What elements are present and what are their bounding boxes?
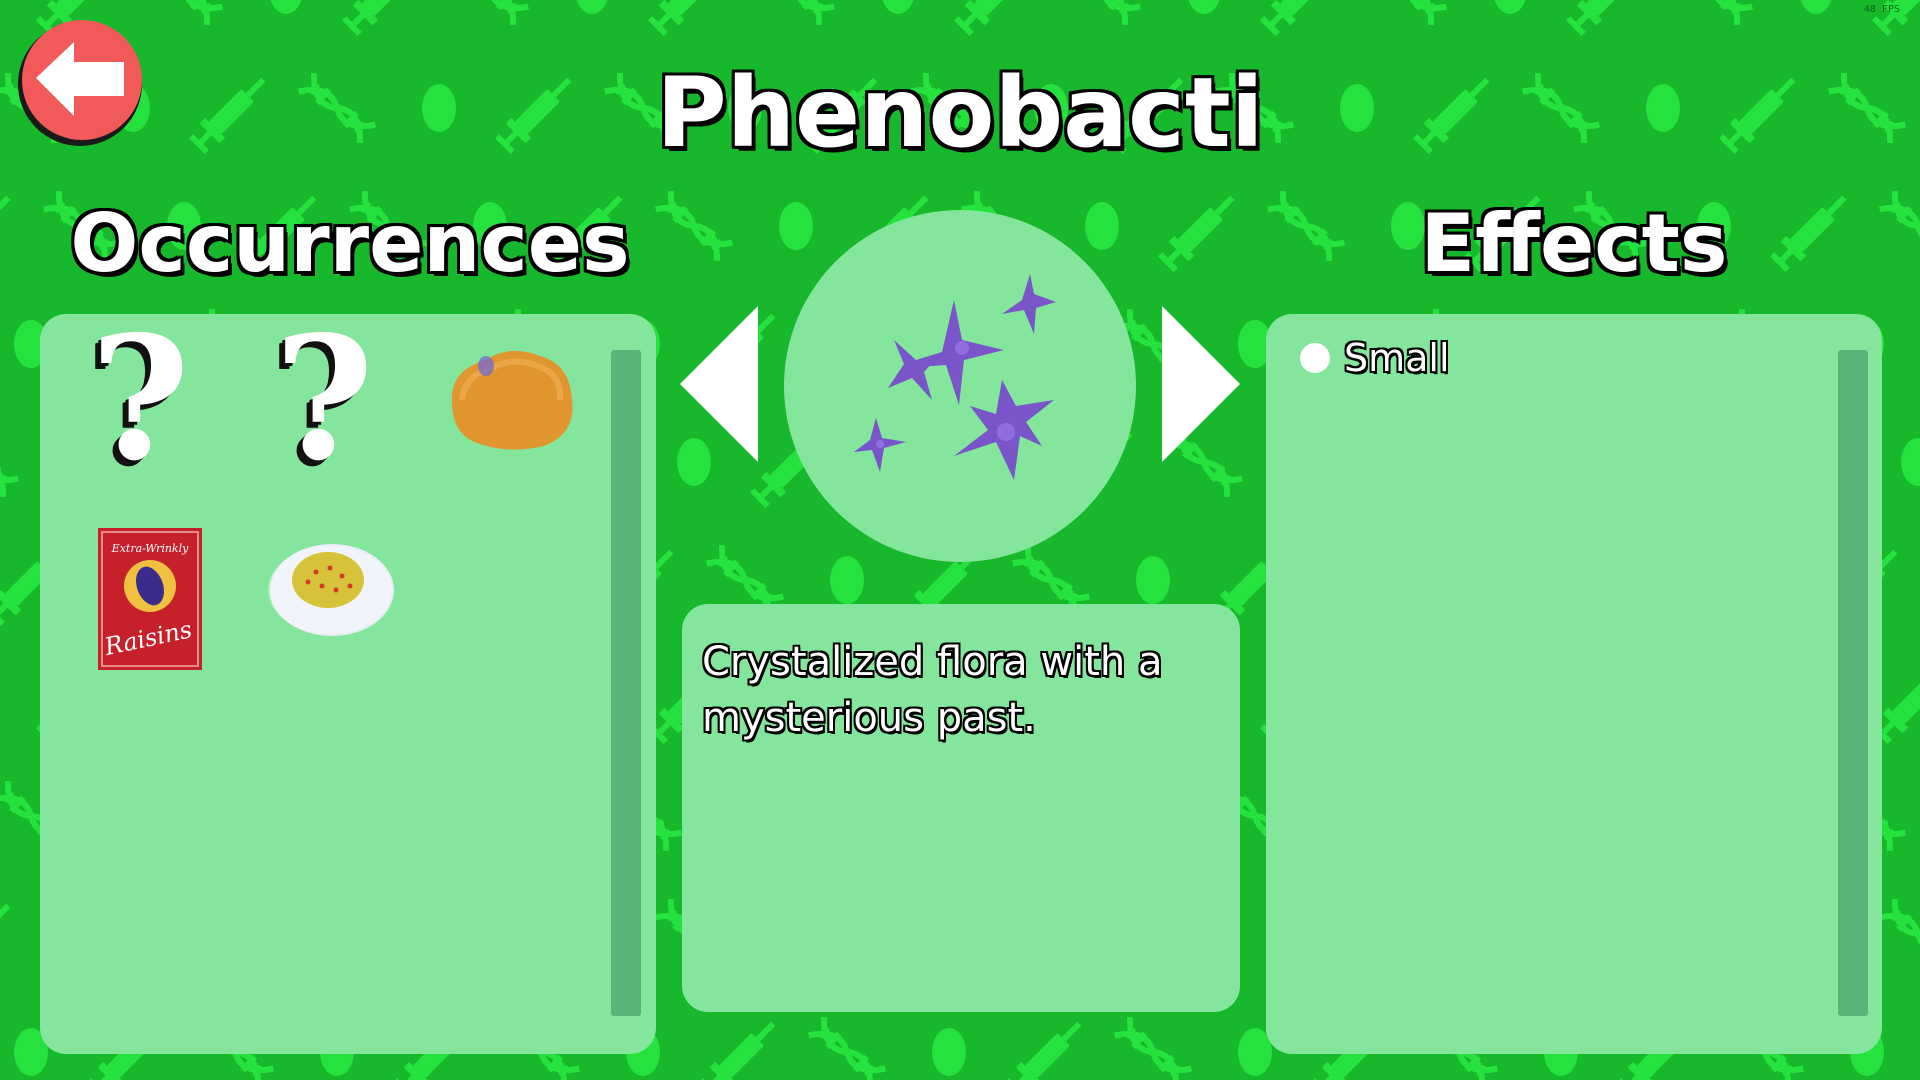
egg-pattern-icon [1901, 438, 1920, 486]
egg-pattern-icon [1493, 0, 1527, 14]
syringe-pattern-icon [1155, 187, 1243, 275]
right-triangle-icon [1162, 306, 1240, 462]
unknown-occurrence[interactable]: ? [90, 299, 190, 499]
syringe-pattern-icon [951, 0, 1039, 39]
fps-counter: 48 FPS [1863, 4, 1900, 15]
dna-pattern-icon [656, 191, 733, 261]
chicken-nugget-icon[interactable] [440, 330, 580, 480]
unknown-occurrence[interactable]: ? [274, 299, 374, 499]
egg-pattern-icon [1136, 556, 1170, 604]
germ-portrait [784, 210, 1136, 562]
syringe-pattern-icon [696, 1013, 784, 1080]
dna-pattern-icon [0, 427, 18, 497]
egg-pattern-icon [1799, 0, 1833, 14]
egg-pattern-icon [269, 0, 303, 14]
syringe-pattern-icon [0, 187, 19, 275]
dna-pattern-icon [1676, 0, 1753, 25]
occurrences-panel: ? ? Extra-Wrinkly Raisins [40, 314, 656, 1054]
description-panel: Crystalized flora with a mysterious past… [682, 604, 1240, 1012]
germ-description: Crystalized flora with a mysterious past… [702, 639, 1163, 741]
egg-pattern-icon [932, 1028, 966, 1076]
dna-pattern-icon [146, 0, 223, 25]
egg-pattern-icon [830, 556, 864, 604]
dna-pattern-icon [1115, 1017, 1192, 1080]
effects-panel: Small [1266, 314, 1882, 1054]
effects-heading: Effects [1420, 197, 1728, 290]
dna-pattern-icon [1880, 191, 1920, 261]
syringe-pattern-icon [1257, 0, 1345, 39]
raisins-brand-top: Extra-Wrinkly [111, 542, 189, 555]
dna-pattern-icon [809, 1017, 886, 1080]
egg-pattern-icon [575, 0, 609, 14]
back-arrow-icon [36, 42, 124, 116]
occurrences-heading: Occurrences [70, 197, 630, 290]
raisins-box-icon[interactable]: Extra-Wrinkly Raisins [88, 524, 228, 674]
syringe-pattern-icon [0, 895, 19, 983]
egg-pattern-icon [881, 0, 915, 14]
purple-crystal-germ-icon [854, 274, 1056, 480]
bullet-icon [1300, 343, 1330, 373]
dna-pattern-icon [452, 0, 529, 25]
effects-scrollbar[interactable] [1838, 350, 1868, 1016]
syringe-pattern-icon [1563, 0, 1651, 39]
page-title: Phenobacti [656, 57, 1264, 169]
dna-pattern-icon [758, 0, 835, 25]
left-triangle-icon [680, 306, 758, 462]
effect-item: Small [1300, 336, 1450, 380]
effect-label: Small [1344, 336, 1450, 380]
occurrences-scrollbar[interactable] [611, 350, 641, 1016]
dna-pattern-icon [1370, 0, 1447, 25]
egg-pattern-icon [1187, 0, 1221, 14]
previous-germ-button[interactable] [678, 304, 762, 464]
deviled-egg-icon[interactable] [268, 532, 408, 682]
dna-pattern-icon [1880, 899, 1920, 969]
dna-pattern-icon [1064, 0, 1141, 25]
syringe-pattern-icon [645, 0, 733, 39]
back-button[interactable] [14, 16, 146, 148]
syringe-pattern-icon [339, 0, 427, 39]
next-germ-button[interactable] [1158, 304, 1242, 464]
syringe-pattern-icon [1002, 1013, 1090, 1080]
